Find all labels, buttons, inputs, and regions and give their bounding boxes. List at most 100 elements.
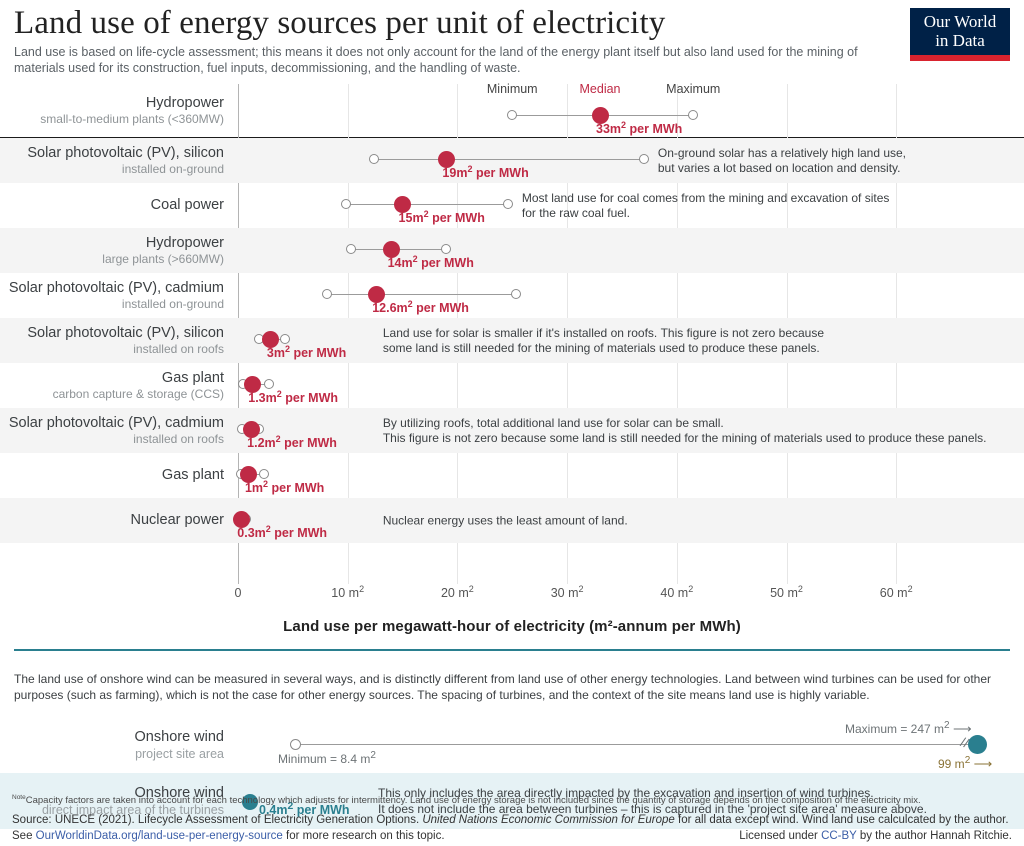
chart-row[interactable]: Coal power 15m2 per MWh Most land use for … — [0, 183, 1024, 228]
row-plot: 12.6m2 per MWh — [238, 273, 1024, 318]
maximum-dot[interactable] — [280, 334, 291, 344]
chart-row[interactable]: Gas plant carbon capture & storage (CCS) 1… — [0, 363, 1024, 408]
row-label-secondary: installed on-ground — [121, 296, 224, 311]
row-plot: 33m2 per MWh Minimum Median Maximum — [238, 82, 1024, 137]
median-dot[interactable] — [591, 107, 609, 124]
median-dot[interactable] — [367, 286, 385, 303]
x-axis-title: Land use per megawatt-hour of electricit… — [283, 618, 741, 635]
owid-source-link[interactable]: OurWorldinData.org/land-use-per-energy-s… — [35, 830, 283, 842]
page-subtitle: Land use is based on life-cycle assessme… — [14, 45, 858, 75]
median-dot[interactable] — [232, 511, 250, 528]
x-tick-30: 30 m2 — [550, 583, 584, 600]
owid-logo-box: Our World in Data — [910, 8, 1010, 55]
row-label-primary: Solar photovoltaic (PV), cadmium — [8, 279, 224, 296]
chart-footer: NoteCapacity factors are taken into acco… — [0, 794, 1024, 844]
row-label-primary: Hydropower — [145, 94, 224, 111]
wind-row-project-site[interactable]: Onshore wind project site area Minimum = 8… — [0, 717, 1024, 773]
wind-direct-impact-dot[interactable] — [242, 794, 258, 810]
median-value-label: 12.6m2 per MWh — [372, 298, 469, 315]
row-annotation: By utilizing roofs, total additional lan… — [382, 415, 987, 445]
maximum-dot[interactable] — [510, 289, 521, 299]
wind-label-secondary: direct impact area of the turbines — [41, 802, 224, 817]
maximum-dot[interactable] — [688, 110, 699, 120]
minimum-dot[interactable] — [340, 199, 351, 209]
row-annotation: Nuclear energy uses the least amount of … — [382, 513, 628, 527]
x-axis: 0 10 m2 20 m2 30 m2 40 m2 50 m2 60 m2 — [0, 584, 1024, 608]
row-label: Gas plant — [0, 453, 233, 498]
chart-row[interactable]: Solar photovoltaic (PV), silicon installe… — [0, 138, 1024, 183]
maximum-dot[interactable] — [638, 154, 649, 164]
chart-row[interactable]: Nuclear power 0.3m2 per MWh Nuclear energy… — [0, 498, 1024, 543]
row-label: Solar photovoltaic (PV), cadmium installe… — [0, 408, 233, 453]
median-dot[interactable] — [242, 421, 260, 438]
row-label-primary: Solar photovoltaic (PV), silicon — [27, 324, 224, 341]
row-plot: 1.3m2 per MWh — [238, 363, 1024, 408]
legend-max: Maximum — [666, 82, 721, 96]
median-value-label: 0.3m2 per MWh — [237, 523, 328, 540]
footer-link-line: Licensed under CC-BY by the author Hanna… — [12, 828, 1012, 844]
owid-logo[interactable]: Our World in Data — [910, 8, 1010, 61]
row-label: Hydropower large plants (>660MW) — [0, 228, 233, 273]
maximum-dot[interactable] — [263, 379, 274, 389]
chart-body: Hydropower small-to-medium plants (<360MW… — [0, 82, 1024, 584]
maximum-dot[interactable] — [502, 199, 513, 209]
row-plot: 15m2 per MWh Most land use for coal comes… — [238, 183, 1024, 228]
median-dot[interactable] — [243, 376, 261, 393]
median-dot[interactable] — [240, 466, 258, 483]
chart-row[interactable]: Hydropower large plants (>660MW) 14m2 per … — [0, 228, 1024, 273]
chart-row[interactable]: Hydropower small-to-medium plants (<360MW… — [0, 82, 1024, 137]
wind-label-secondary: project site area — [135, 746, 224, 761]
wind-direct-impact-annotation: This only includes the area directly imp… — [378, 786, 927, 816]
wind-row-label: Onshore wind project site area — [0, 717, 233, 773]
x-tick-60: 60 m2 — [879, 583, 913, 600]
footer-license-prefix: Licensed under — [739, 830, 822, 842]
x-tick-20: 20 m2 — [440, 583, 474, 600]
row-label: Hydropower small-to-medium plants (<360MW… — [0, 84, 233, 137]
chart-header: Land use of energy sources per unit of e… — [0, 0, 1024, 76]
row-label-secondary: large plants (>660MW) — [102, 251, 224, 266]
row-label-primary: Gas plant — [161, 467, 224, 483]
row-label: Solar photovoltaic (PV), silicon installe… — [0, 318, 233, 363]
median-dot[interactable] — [383, 241, 401, 258]
median-value-label: 14m2 per MWh — [387, 253, 474, 270]
wind-minimum-dot[interactable] — [290, 739, 301, 750]
row-label-primary: Coal power — [150, 197, 224, 213]
wind-median-dot[interactable] — [968, 735, 987, 754]
cc-by-link[interactable]: CC-BY — [821, 830, 857, 842]
header-rule — [0, 137, 1024, 138]
median-dot[interactable] — [262, 331, 280, 348]
maximum-dot[interactable] — [441, 244, 452, 254]
row-annotation: Most land use for coal comes from the mi… — [521, 190, 890, 220]
row-label-secondary: installed on roofs — [133, 431, 224, 446]
row-plot: 1.2m2 per MWh By utilizing roofs, total a… — [237, 408, 1024, 453]
wind-row-direct-impact[interactable]: Onshore wind direct impact area of the tu… — [0, 773, 1024, 829]
chart-row[interactable]: Solar photovoltaic (PV), silicon installe… — [0, 318, 1024, 363]
maximum-dot[interactable] — [259, 469, 270, 479]
row-label: Gas plant carbon capture & storage (CCS) — [0, 363, 233, 408]
median-value-label: 1.3m2 per MWh — [248, 388, 339, 405]
x-tick-40: 40 m2 — [660, 583, 694, 600]
page-title: Land use of energy sources per unit of e… — [14, 5, 666, 41]
x-tick-0: 0 — [234, 586, 242, 600]
legend-med: Median — [579, 82, 621, 96]
chart-row[interactable]: Gas plant 1m2 per MWh — [0, 453, 1024, 498]
wind-row-label: Onshore wind direct impact area of the tu… — [0, 773, 233, 829]
minimum-dot[interactable] — [321, 289, 332, 299]
minimum-dot[interactable] — [345, 244, 356, 254]
legend-min: Minimum — [486, 82, 538, 96]
median-value-label: 3m2 per MWh — [266, 343, 347, 360]
footer-source-italic: United Nations Economic Commission for E… — [422, 814, 675, 826]
row-label: Nuclear power — [0, 498, 233, 543]
row-label-secondary: installed on roofs — [133, 341, 224, 356]
median-value-label: 15m2 per MWh — [398, 208, 485, 225]
minimum-dot[interactable] — [507, 110, 518, 120]
wind-minimum-label: Minimum = 8.4 m2 — [278, 750, 376, 767]
median-dot[interactable] — [394, 196, 412, 213]
row-plot: 0.3m2 per MWh Nuclear energy uses the lea… — [232, 498, 1024, 543]
chart-row[interactable]: Solar photovoltaic (PV), cadmium installe… — [0, 273, 1024, 318]
chart-row[interactable]: Solar photovoltaic (PV), cadmium installe… — [0, 408, 1024, 453]
minimum-dot[interactable] — [369, 154, 380, 164]
owid-logo-line1: Our World — [923, 12, 997, 31]
range-line — [326, 294, 516, 296]
median-dot[interactable] — [437, 151, 455, 168]
